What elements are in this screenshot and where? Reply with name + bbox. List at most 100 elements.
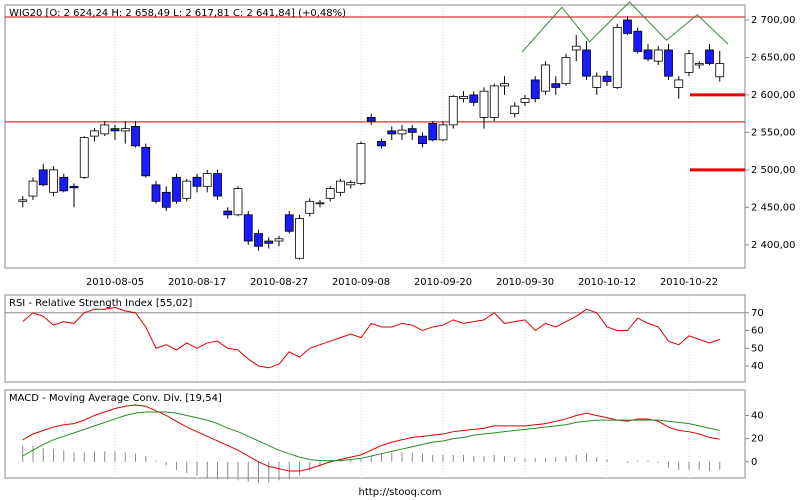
candle-body	[110, 128, 120, 132]
candle-body	[397, 129, 407, 135]
candle-body	[295, 218, 304, 259]
candle-body	[448, 96, 458, 126]
candle-body	[377, 140, 386, 147]
candle-body	[623, 19, 632, 34]
rsi-line	[22, 306, 720, 369]
y-tick-label: 2 600,00	[751, 90, 796, 101]
candle-body	[233, 188, 243, 216]
panel	[4, 294, 746, 383]
x-tick-label: 2010-09-08	[332, 277, 390, 288]
candle-body	[274, 238, 284, 242]
candle-body	[100, 124, 110, 135]
candle-body	[356, 143, 366, 184]
candle-body	[254, 233, 263, 247]
candle-body	[438, 124, 448, 141]
y-tick-label: 40	[751, 361, 764, 372]
candle-body	[264, 240, 274, 244]
candle-body	[325, 188, 335, 199]
candle-body	[28, 180, 38, 197]
y-tick-label: 40	[751, 410, 764, 421]
x-tick-label: 2010-09-30	[496, 277, 554, 288]
candle-body	[223, 210, 233, 216]
x-tick-label: 2010-08-27	[250, 277, 308, 288]
candle-body	[182, 180, 192, 199]
x-tick-label: 2010-10-12	[578, 277, 636, 288]
candle-body	[612, 27, 622, 88]
candle-body	[541, 64, 550, 92]
candle-body	[674, 79, 684, 88]
y-tick-label: 2 550,00	[751, 127, 796, 138]
candle-body	[38, 169, 48, 186]
candle-body	[520, 98, 530, 103]
candle-body	[161, 191, 171, 208]
candle-body	[192, 176, 202, 187]
candle-body	[510, 105, 520, 115]
footer: http://stooq.com	[359, 487, 442, 498]
candle-body	[315, 202, 325, 205]
candle-body	[459, 96, 468, 100]
y-tick-label: 0	[751, 457, 757, 468]
candle-body	[428, 122, 438, 141]
candle-body	[387, 130, 397, 135]
y-tick-label: 2 450,00	[751, 202, 796, 213]
candle-body	[49, 169, 58, 193]
x-tick-label: 2010-08-17	[168, 277, 226, 288]
x-tick-label: 2010-10-22	[660, 277, 718, 288]
y-tick-label: 2 700,00	[751, 15, 796, 26]
candle-body	[131, 125, 140, 147]
panel-title: WIG20 [O: 2 624,24 H: 2 658,49 L: 2 617,…	[9, 8, 346, 19]
candle-body	[336, 180, 345, 193]
candle-body	[530, 79, 540, 100]
candle-body	[213, 173, 222, 197]
y-tick-label: 60	[751, 326, 764, 337]
candle-body	[79, 137, 89, 178]
candle-body	[18, 199, 28, 202]
candle-body	[243, 214, 253, 242]
candle-body	[284, 214, 294, 232]
candle-body	[407, 128, 417, 133]
candle-body	[705, 49, 714, 64]
candle-body	[59, 176, 69, 192]
candle-body	[305, 200, 315, 214]
candle-body	[90, 130, 99, 137]
candle-body	[643, 49, 653, 60]
candle-body	[489, 85, 499, 118]
candle-body	[715, 63, 725, 78]
candle-body	[202, 173, 212, 187]
panel	[4, 389, 746, 479]
candle-body	[684, 53, 694, 73]
candle-body	[602, 75, 612, 82]
panel	[4, 4, 746, 269]
y-tick-label: 20	[751, 434, 764, 445]
candle-body	[694, 63, 704, 66]
candle-body	[571, 45, 581, 51]
candle-body	[479, 90, 489, 118]
candle-body	[346, 182, 356, 186]
candle-body	[366, 116, 376, 122]
candle-body	[653, 49, 663, 62]
y-tick-label: 50	[751, 343, 764, 354]
panel-title: MACD - Moving Average Conv. Div. [19,54]	[9, 393, 222, 404]
candle-body	[120, 128, 130, 132]
macd-line	[22, 404, 720, 472]
candle-body	[69, 185, 79, 189]
pattern-line	[521, 1, 729, 53]
x-tick-label: 2010-09-20	[414, 277, 472, 288]
candle-body	[500, 83, 509, 87]
candle-body	[633, 30, 643, 52]
candle-body	[172, 176, 181, 202]
x-tick-label: 2010-08-05	[86, 277, 144, 288]
candle-body	[418, 135, 427, 145]
candle-body	[561, 57, 571, 85]
candle-body	[592, 75, 602, 88]
macd-line	[22, 411, 720, 462]
candle-body	[469, 94, 479, 103]
panel-title: RSI - Relative Strength Index [55,02]	[9, 298, 192, 309]
y-tick-label: 70	[751, 308, 764, 319]
candle-body	[551, 83, 561, 88]
candle-body	[141, 146, 151, 177]
y-tick-label: 2 650,00	[751, 52, 796, 63]
candle-body	[664, 49, 673, 77]
y-tick-label: 2 500,00	[751, 165, 796, 176]
